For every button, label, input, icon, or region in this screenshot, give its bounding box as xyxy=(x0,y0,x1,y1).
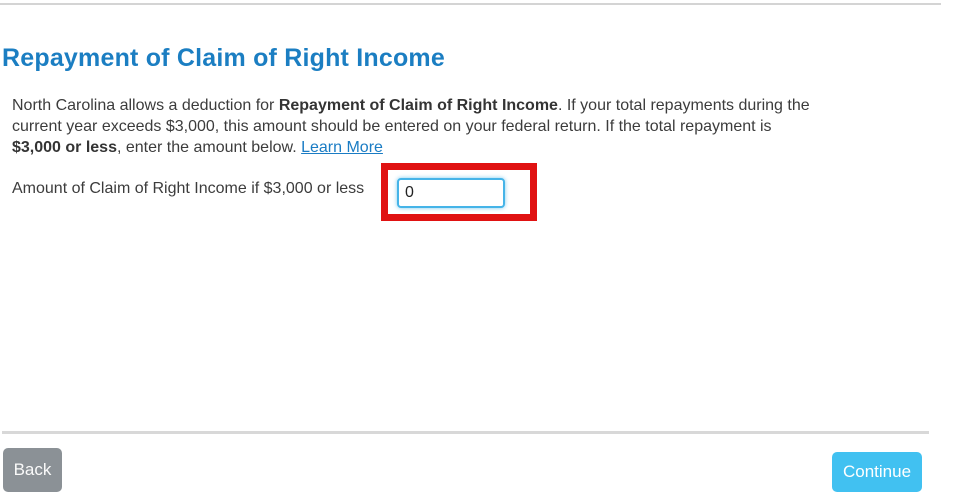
content-top-border xyxy=(0,3,941,5)
intro-text: current year exceeds $3,000, this amount… xyxy=(12,118,772,135)
amount-label: Amount of Claim of Right Income if $3,00… xyxy=(12,180,365,197)
intro-text: North Carolina allows a deduction for xyxy=(12,97,279,114)
intro-bold-claim-of-right: Repayment of Claim of Right Income xyxy=(278,97,558,114)
page-title: Repayment of Claim of Right Income xyxy=(2,44,445,72)
intro-text: . If your total repayments during the xyxy=(557,97,810,114)
intro-text: , enter the amount below. xyxy=(116,139,302,156)
back-button[interactable]: Back xyxy=(3,448,62,492)
amount-input[interactable] xyxy=(397,178,505,208)
learn-more-link[interactable]: Learn More xyxy=(301,139,383,156)
footer-divider xyxy=(2,431,929,434)
continue-button[interactable]: Continue xyxy=(832,452,922,492)
intro-paragraph: North Carolina allows a deduction for Re… xyxy=(12,95,957,158)
intro-bold-3000-or-less: $3,000 or less xyxy=(12,139,117,156)
